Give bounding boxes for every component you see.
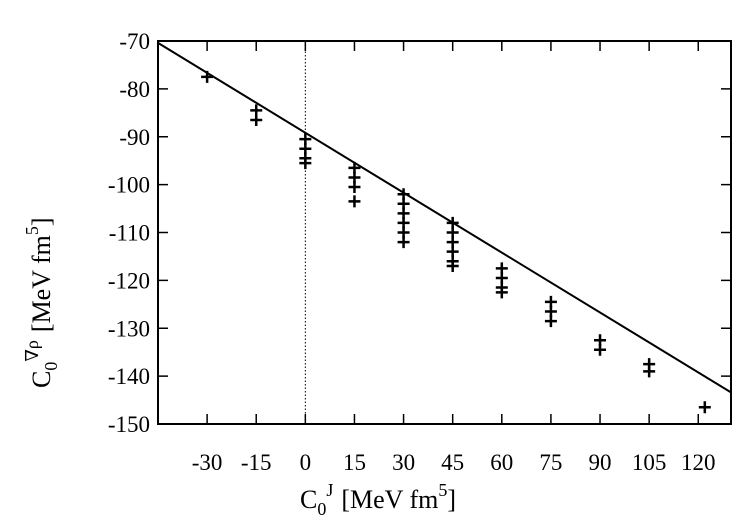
y-tick-label: -90 — [119, 125, 150, 150]
y-tick-label: -130 — [108, 316, 150, 341]
tick-labels: -30 -15 0 15 30 45 60 75 90 105 120-70-80-90-100-1… — [108, 29, 716, 475]
x-tick-label: 90 — [589, 450, 612, 475]
x-tick-label: 15 — [343, 450, 366, 475]
data-point — [250, 113, 263, 126]
x-tick-label: 0 — [300, 450, 312, 475]
x-tick-label: 105 — [632, 450, 667, 475]
x-tick-label: 45 — [441, 450, 464, 475]
data-point — [594, 343, 607, 356]
data-point — [348, 181, 361, 194]
data-point — [201, 70, 214, 83]
data-point — [544, 315, 557, 328]
data-point — [446, 260, 459, 273]
data-point — [397, 236, 410, 249]
data-point — [698, 401, 711, 414]
plot-area — [157, 40, 732, 425]
data-point — [299, 157, 312, 170]
axis-ticks — [158, 40, 731, 425]
x-tick-label: 120 — [681, 450, 716, 475]
y-tick-label: -120 — [108, 268, 150, 293]
x-tick-label: -30 — [192, 450, 223, 475]
data-point — [643, 365, 656, 378]
x-tick-label: 30 — [392, 450, 415, 475]
data-point — [495, 286, 508, 299]
y-tick-label: -150 — [108, 412, 150, 437]
y-tick-label: -140 — [108, 364, 150, 389]
data-point — [348, 195, 361, 208]
y-tick-label: -110 — [109, 221, 150, 246]
x-tick-label: 60 — [490, 450, 513, 475]
x-tick-label: 75 — [539, 450, 562, 475]
y-tick-label: -80 — [119, 77, 150, 102]
x-axis-title: C0J [MeV fm5] — [300, 480, 456, 519]
plot-frame — [157, 40, 732, 425]
y-tick-label: -70 — [119, 29, 150, 54]
y-tick-label: -100 — [108, 173, 150, 198]
fit-line — [157, 42, 732, 394]
x-tick-label: -15 — [241, 450, 272, 475]
y-axis-title: C0∇ρ[MeV fm5] — [22, 217, 61, 388]
